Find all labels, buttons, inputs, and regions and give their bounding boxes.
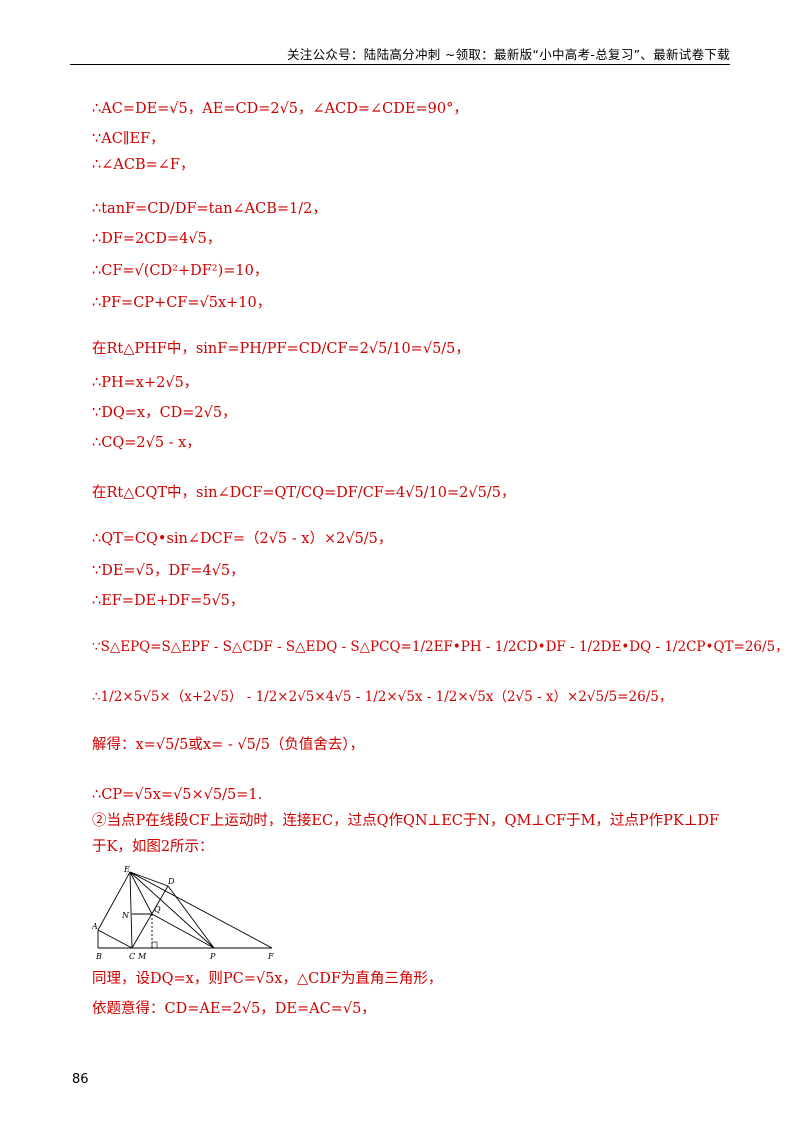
solution-line: ∵DE=√5，DF=4√5， [92, 563, 245, 579]
figure-label: E [123, 866, 130, 874]
solution-line: ∴CF=√(CD²+DF²)=10， [92, 263, 269, 279]
solution-line: ②当点P在线段CF上运动时，连接EC，过点Q作QN⊥EC于N，QM⊥CF于M，过… [92, 813, 720, 829]
page-header: 关注公众号：陆陆高分冲刺 ~领取：最新版“小中高考-总复习”、最新试卷下载 [70, 44, 730, 65]
solution-line: ∵S△EPQ=S△EPF - S△CDF - S△EDQ - S△PCQ=1/2… [92, 639, 789, 655]
page-number: 86 [72, 1072, 89, 1087]
figure-label: F [267, 952, 274, 961]
figure-label: N [121, 911, 130, 920]
solution-line: 依题意得：CD=AE=2√5，DE=AC=√5， [92, 1001, 376, 1017]
solution-line: ∴∠ACB=∠F， [92, 157, 195, 173]
figure-label: P [209, 952, 216, 961]
solution-line: ∴EF=DE+DF=5√5， [92, 593, 245, 609]
solution-line: ∴DF=2CD=4√5， [92, 231, 222, 247]
solution-line: 在Rt△CQT中，sin∠DCF=QT/CQ=DF/CF=4√5/10=2√5/… [92, 485, 516, 501]
figure-label: C [129, 952, 135, 961]
solution-line: 于K，如图2所示： [92, 839, 214, 855]
solution-line: ∴CP=√5x=√5×√5/5=1. [92, 787, 263, 803]
solution-line: ∵AC∥EF， [92, 131, 165, 147]
geometry-figure-2: E D N Q A B C M P F [92, 866, 274, 961]
solution-line: ∵DQ=x，CD=2√5， [92, 405, 237, 421]
solution-line: ∴tanF=CD/DF=tan∠ACB=1/2， [92, 201, 327, 217]
figure-label: B [95, 952, 102, 961]
solution-line: ∴PH=x+2√5， [92, 375, 199, 391]
solution-line: 同理，设DQ=x，则PC=√5x，△CDF为直角三角形， [92, 971, 443, 987]
solution-line: ∴AC=DE=√5，AE=CD=2√5，∠ACD=∠CDE=90°， [92, 101, 468, 117]
solution-line: ∴QT=CQ•sin∠DCF=（2√5 - x）×2√5/5， [92, 531, 393, 547]
figure-label: D [167, 877, 175, 886]
solution-line: ∴1/2×5√5×（x+2√5） - 1/2×2√5×4√5 - 1/2×√5x… [92, 689, 673, 705]
solution-line: ∴PF=CP+CF=√5x+10， [92, 295, 272, 311]
figure-label: M [137, 952, 147, 961]
figure-label: A [92, 922, 98, 931]
figure-label: Q [154, 905, 161, 914]
solution-line: ∴CQ=2√5 - x， [92, 435, 201, 451]
solution-line: 在Rt△PHF中，sinF=PH/PF=CD/CF=2√5/10=√5/5， [92, 341, 470, 357]
solution-line: 解得：x=√5/5或x= - √5/5（负值舍去）， [92, 737, 365, 753]
